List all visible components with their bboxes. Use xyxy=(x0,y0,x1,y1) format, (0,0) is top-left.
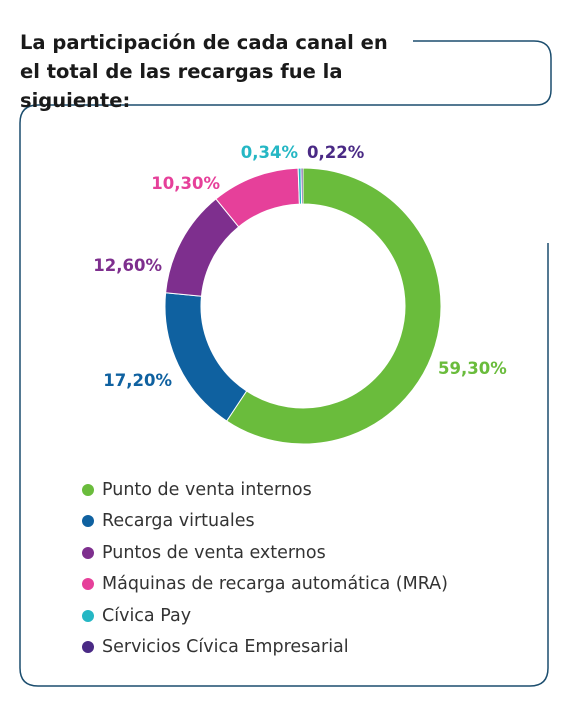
legend-item: Recarga virtuales xyxy=(82,506,448,538)
slice-label-1: 59,30% xyxy=(438,359,507,378)
slice-label-6: 0,22% xyxy=(307,143,365,162)
slice-label-5: 0,34% xyxy=(241,143,299,162)
legend-item: Puntos de venta externos xyxy=(82,537,448,569)
legend-dot-icon xyxy=(82,641,94,654)
page-title: La participación de cada canal en el tot… xyxy=(20,31,388,112)
legend-label: Máquinas de recarga automática (MRA) xyxy=(102,574,448,595)
legend-label: Puntos de venta externos xyxy=(102,542,326,563)
legend-item: Punto de venta internos xyxy=(82,474,448,506)
legend-dot-icon xyxy=(82,578,94,591)
legend-item: Máquinas de recarga automática (MRA) xyxy=(82,569,448,601)
legend-label: Servicios Cívica Empresarial xyxy=(102,637,349,658)
legend-label: Recarga virtuales xyxy=(102,511,255,532)
legend-label: Punto de venta internos xyxy=(102,479,312,500)
legend-dot-icon xyxy=(82,515,94,528)
donut-slice-1 xyxy=(226,167,442,445)
donut-slice-6 xyxy=(300,167,304,205)
slice-label-2: 17,20% xyxy=(103,371,172,390)
slice-label-4: 10,30% xyxy=(151,174,220,193)
legend-dot-icon xyxy=(82,483,94,496)
chart-legend: Punto de venta internos Recarga virtuales… xyxy=(82,474,448,663)
header-frame-line xyxy=(19,40,552,687)
legend-dot-icon xyxy=(82,609,94,622)
legend-label: Cívica Pay xyxy=(102,605,192,626)
legend-item: Cívica Pay xyxy=(82,600,448,632)
donut-slice-2 xyxy=(164,292,248,422)
legend-item: Servicios Cívica Empresarial xyxy=(82,632,448,664)
legend-dot-icon xyxy=(82,546,94,559)
slice-label-3: 12,60% xyxy=(93,256,162,275)
